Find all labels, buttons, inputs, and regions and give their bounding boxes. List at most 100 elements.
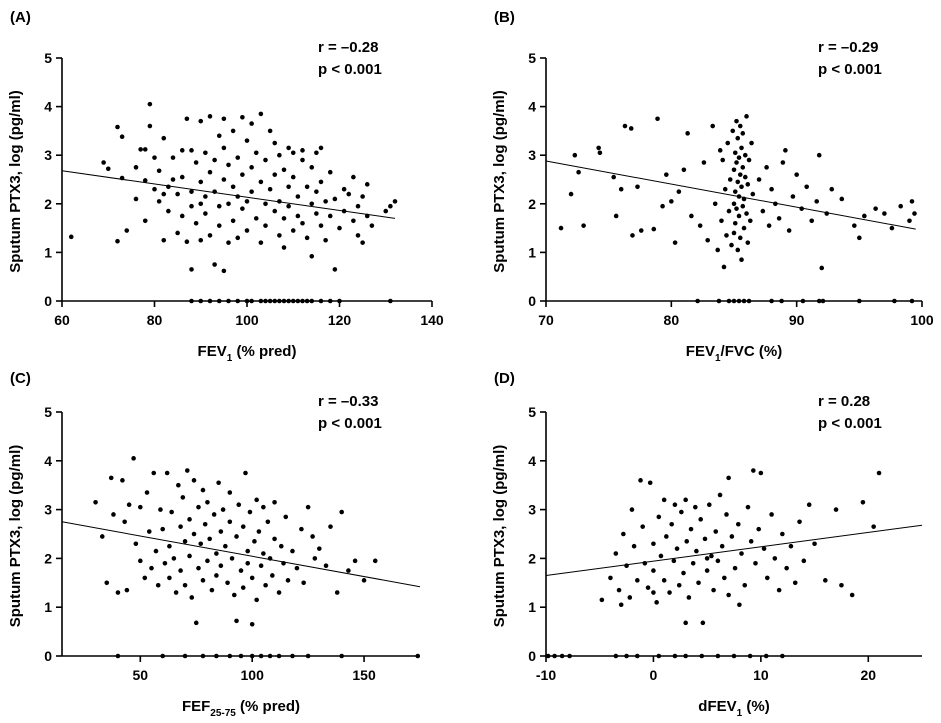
data-point xyxy=(383,208,389,214)
data-point xyxy=(635,578,640,583)
data-point xyxy=(784,565,789,571)
data-point xyxy=(304,235,310,241)
data-point xyxy=(258,298,264,304)
data-point xyxy=(558,225,564,231)
data-point xyxy=(750,191,756,197)
data-point xyxy=(769,186,774,192)
data-point xyxy=(772,556,778,561)
data-point xyxy=(226,162,231,168)
data-point xyxy=(339,653,344,659)
data-point xyxy=(198,179,204,185)
data-point xyxy=(779,298,784,304)
data-point xyxy=(699,653,705,659)
data-point xyxy=(234,534,239,539)
data-point xyxy=(746,157,752,163)
data-point xyxy=(742,582,748,588)
data-point xyxy=(671,558,677,564)
data-point xyxy=(669,521,674,527)
data-point xyxy=(276,653,282,659)
data-point xyxy=(332,267,338,272)
data-point xyxy=(697,223,703,228)
x-axis-title: FEV1 (% pred) xyxy=(198,343,297,364)
data-point xyxy=(238,568,244,573)
data-point xyxy=(295,213,301,219)
data-point xyxy=(166,184,171,190)
data-point xyxy=(809,218,815,224)
data-point xyxy=(156,199,162,204)
data-point xyxy=(216,480,221,486)
data-point xyxy=(327,298,333,304)
data-point xyxy=(169,509,174,515)
data-point xyxy=(258,240,264,245)
data-point xyxy=(747,653,753,659)
data-point xyxy=(301,580,306,586)
x-axis-title-subscript: 1 xyxy=(715,353,721,364)
panel-a: (A) 0 1 2 3 4 5 60 80 100 120 140 Sputum PTX3, log (… xyxy=(7,9,444,364)
data-point xyxy=(716,298,722,304)
data-point xyxy=(618,602,624,608)
data-point xyxy=(736,298,742,304)
data-point xyxy=(240,172,245,177)
data-point xyxy=(272,298,278,304)
data-point xyxy=(290,548,295,554)
data-point xyxy=(731,167,737,173)
data-point xyxy=(812,541,817,547)
data-point xyxy=(235,194,241,199)
y-tick-label: 3 xyxy=(44,502,52,518)
data-point xyxy=(218,529,224,534)
data-point xyxy=(93,499,98,505)
data-point xyxy=(214,551,219,556)
y-axis-title: Sputum PTX3, log (pg/ml) xyxy=(7,445,24,628)
data-point xyxy=(780,531,785,537)
data-point xyxy=(212,157,217,163)
data-point xyxy=(712,201,718,207)
data-point xyxy=(205,558,210,564)
data-point xyxy=(166,208,171,214)
data-point xyxy=(736,213,742,219)
data-point xyxy=(713,529,719,534)
data-point xyxy=(286,298,291,304)
y-tick-label: 1 xyxy=(528,244,536,260)
data-point xyxy=(189,203,194,209)
data-point xyxy=(249,575,255,581)
data-point xyxy=(704,568,710,573)
data-point xyxy=(230,218,236,224)
data-point xyxy=(719,543,725,549)
panel-letter: (B) xyxy=(494,9,515,26)
data-point xyxy=(681,167,687,173)
data-point xyxy=(814,199,820,204)
data-point xyxy=(235,298,241,304)
data-point xyxy=(651,590,656,595)
data-point xyxy=(240,524,246,529)
data-point xyxy=(245,548,251,554)
data-point xyxy=(816,152,822,158)
data-point xyxy=(189,148,194,153)
data-point xyxy=(635,184,640,190)
data-point xyxy=(656,653,662,659)
data-point xyxy=(252,539,257,544)
data-point xyxy=(715,653,721,659)
data-point xyxy=(115,653,121,659)
data-point xyxy=(739,145,744,151)
data-point xyxy=(760,208,766,214)
data-point xyxy=(559,653,565,659)
data-point xyxy=(739,257,744,262)
data-point xyxy=(618,186,624,192)
data-point xyxy=(290,150,296,156)
data-point xyxy=(622,123,628,129)
y-axis-title: Sputum PTX3, log (pg/ml) xyxy=(7,90,24,273)
data-point xyxy=(314,189,319,194)
x-tick-label: 90 xyxy=(789,312,805,328)
data-point xyxy=(552,653,557,659)
data-point xyxy=(323,237,328,243)
data-point xyxy=(388,298,393,304)
data-point xyxy=(131,456,136,461)
data-point xyxy=(278,543,284,549)
data-point xyxy=(892,298,897,304)
data-point xyxy=(277,199,282,204)
data-point xyxy=(698,517,703,522)
data-point xyxy=(645,585,651,590)
data-point xyxy=(318,298,324,304)
data-point xyxy=(151,470,157,476)
data-point xyxy=(849,592,855,598)
